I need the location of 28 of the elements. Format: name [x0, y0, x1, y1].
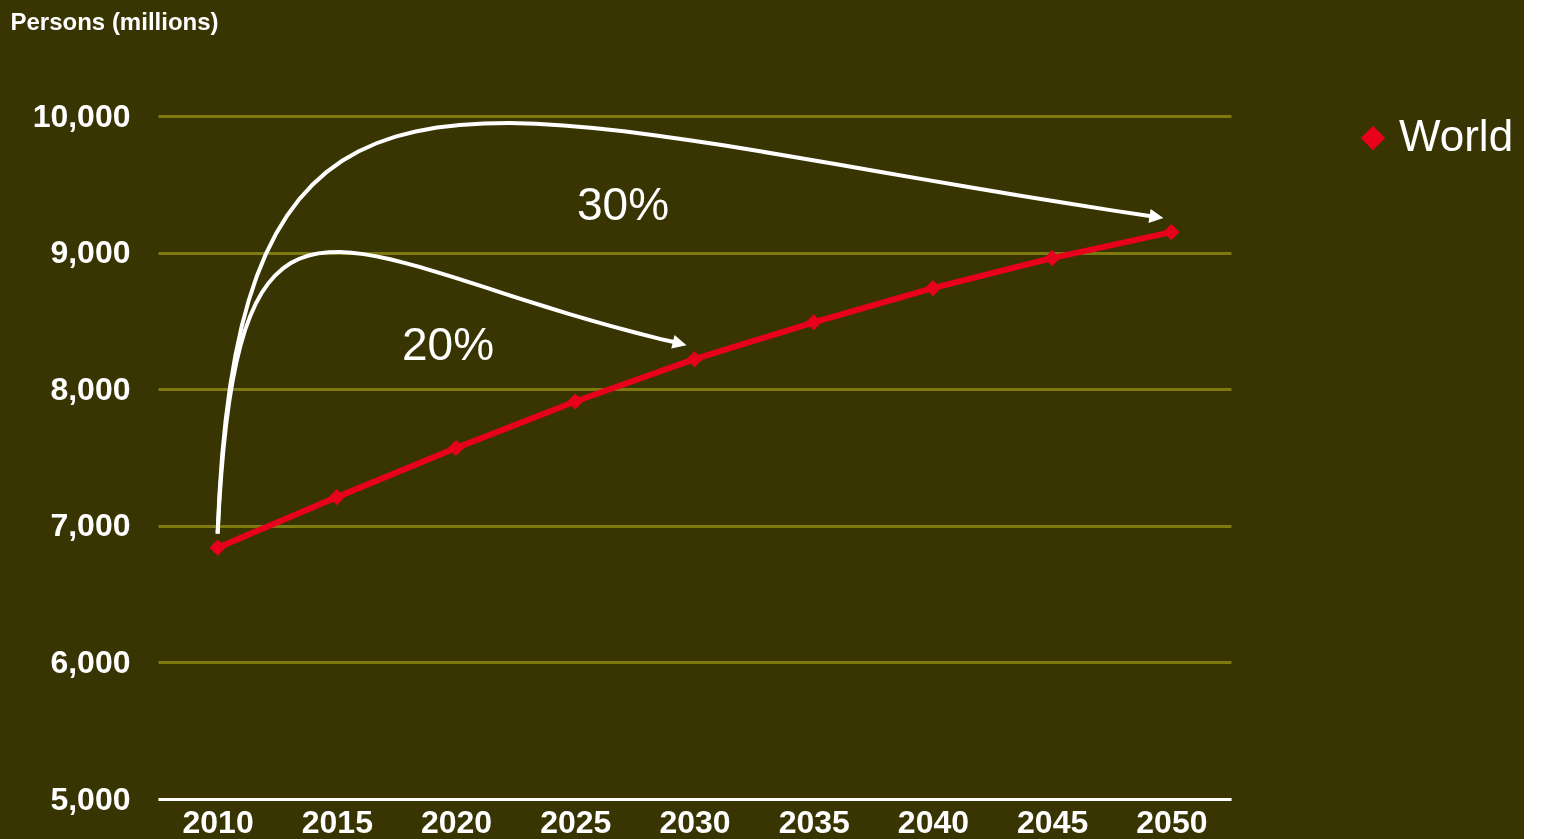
x-tick-label: 2020	[420, 803, 493, 839]
point	[328, 489, 345, 506]
x-tick-label: 2035	[778, 803, 850, 839]
y-tick-label: 7,000	[50, 507, 131, 544]
point	[805, 314, 822, 331]
x-tick-label: 2025	[540, 803, 612, 839]
point	[1044, 250, 1061, 267]
point	[209, 539, 226, 556]
y-tick-label: 6,000	[50, 643, 131, 680]
annotation: 20%	[401, 318, 495, 370]
point	[447, 439, 465, 456]
y-tick-label: 10,000	[32, 97, 131, 134]
x-tick-label: 2010	[182, 803, 254, 839]
y-tick-label: 9,000	[50, 234, 131, 271]
x-tick-label: 2040	[897, 803, 970, 839]
point	[567, 393, 584, 410]
point	[1163, 224, 1180, 241]
point	[924, 280, 942, 297]
x-tick-label: 2015	[301, 803, 373, 839]
x-tick-label: 2030	[659, 803, 731, 839]
y-tick-label: 8,000	[50, 370, 131, 407]
x-tick-label: 2050	[1136, 803, 1208, 839]
annotation: 30%	[576, 178, 670, 230]
y-axis-title: Persons (millions)	[10, 7, 219, 35]
x-tick-label: 2045	[1017, 803, 1089, 839]
y-tick-label: 5,000	[50, 780, 131, 817]
point	[686, 351, 703, 368]
legend-label: World	[1399, 111, 1514, 160]
